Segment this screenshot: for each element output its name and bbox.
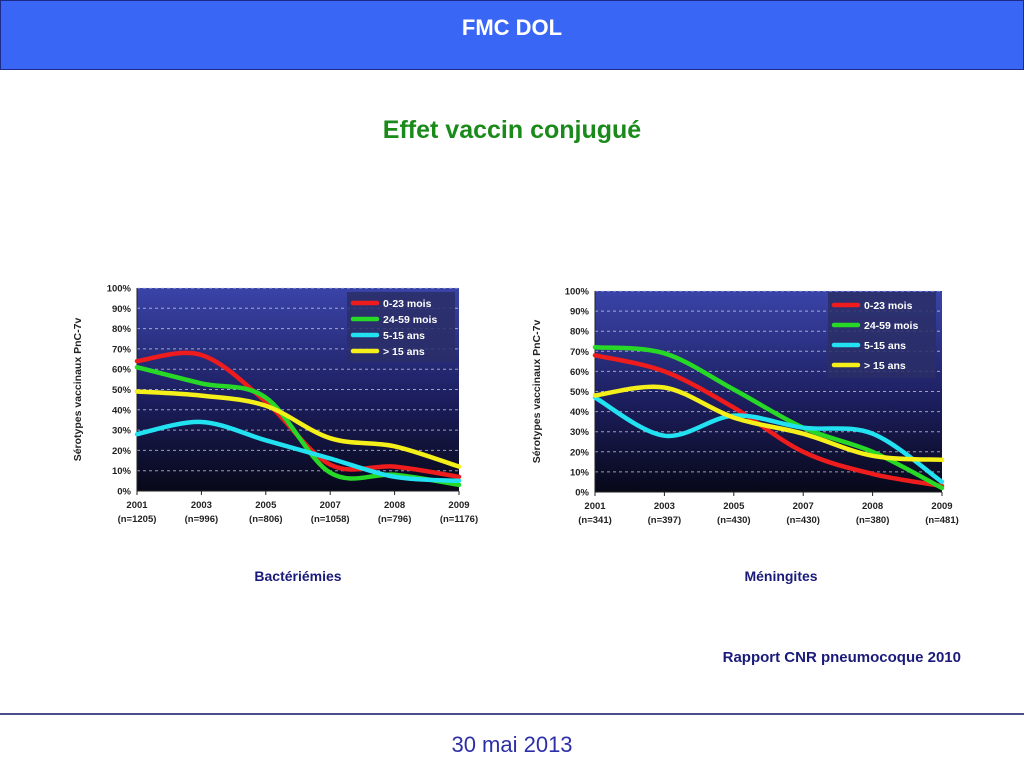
x-tick-label: 2009 <box>448 500 469 511</box>
legend-label: 24-59 mois <box>383 314 437 326</box>
x-tick-label: 2001 <box>584 501 606 512</box>
caption-bacteriemies: Bactériémies <box>254 568 342 584</box>
y-tick-label: 90% <box>570 307 590 318</box>
footer-date: 30 mai 2013 <box>451 732 573 757</box>
x-tick-sublabel: (n=397) <box>648 515 682 526</box>
legend-label: > 15 ans <box>383 346 425 358</box>
y-tick-label: 30% <box>570 427 590 438</box>
y-tick-label: 80% <box>112 324 132 335</box>
x-tick-label: 2001 <box>126 500 148 511</box>
y-tick-label: 10% <box>112 466 132 477</box>
y-axis-label: Sérotypes vaccinaux PnC-7v <box>72 318 84 462</box>
x-tick-sublabel: (n=806) <box>249 514 283 525</box>
x-tick-sublabel: (n=481) <box>925 515 959 526</box>
y-tick-label: 70% <box>570 347 590 358</box>
y-tick-label: 70% <box>112 344 132 355</box>
y-tick-label: 10% <box>570 467 590 478</box>
legend-label: 0-23 mois <box>864 300 913 312</box>
legend-label: > 15 ans <box>864 360 906 372</box>
series-line-2 <box>134 419 462 484</box>
x-tick-sublabel: (n=1058) <box>311 514 350 525</box>
x-tick-label: 2009 <box>931 501 952 512</box>
x-tick-label: 2007 <box>793 501 814 512</box>
legend-label: 0-23 mois <box>383 298 432 310</box>
y-tick-label: 90% <box>112 304 132 315</box>
y-tick-label: 80% <box>570 327 590 338</box>
series-line-0 <box>592 353 945 489</box>
x-tick-sublabel: (n=380) <box>856 515 890 526</box>
caption-meningites: Méningites <box>744 568 818 584</box>
y-tick-label: 50% <box>112 385 132 396</box>
x-tick-label: 2008 <box>862 501 883 512</box>
series-line-3 <box>592 384 945 463</box>
legend-label: 24-59 mois <box>864 320 918 332</box>
y-tick-label: 0% <box>575 488 589 499</box>
y-tick-label: 30% <box>112 426 132 437</box>
y-tick-label: 40% <box>570 407 590 418</box>
x-tick-label: 2003 <box>654 501 675 512</box>
legend-label: 5-15 ans <box>864 340 906 352</box>
series-line-2 <box>592 395 945 485</box>
source-note: Rapport CNR pneumocoque 2010 <box>722 649 961 666</box>
x-tick-label: 2005 <box>255 500 277 511</box>
x-tick-sublabel: (n=341) <box>578 515 612 526</box>
y-tick-label: 50% <box>570 387 590 398</box>
y-tick-label: 60% <box>112 365 132 376</box>
y-tick-label: 100% <box>107 284 132 295</box>
slide-title: Effet vaccin conjugué <box>382 116 642 144</box>
y-axis-label: Sérotypes vaccinaux PnC-7v <box>531 320 543 464</box>
chart-meningites: 0% 10% 20% 30% 40% 50% 60% 70% 80% 90% 100% 2001 (n=… <box>524 280 964 538</box>
x-tick-sublabel: (n=430) <box>786 515 820 526</box>
series-line-3 <box>134 389 462 469</box>
x-tick-sublabel: (n=1176) <box>440 514 478 525</box>
x-tick-sublabel: (n=996) <box>185 514 219 525</box>
chart-svg: 0% 10% 20% 30% 40% 50% 60% 70% 80% 90% 100% 2001 (n=… <box>531 287 959 527</box>
x-tick-sublabel: (n=796) <box>378 514 412 525</box>
chart-svg: 0% 10% 20% 30% 40% 50% 60% 70% 80% 90% 100% 2001 (n=… <box>72 284 478 526</box>
x-tick-sublabel: (n=1205) <box>118 514 157 525</box>
y-tick-label: 20% <box>570 447 590 458</box>
x-tick-label: 2005 <box>723 501 745 512</box>
x-tick-label: 2007 <box>320 500 341 511</box>
chart-bacteriemies: 0% 10% 20% 30% 40% 50% 60% 70% 80% 90% 100% 2001 (n=… <box>65 278 485 538</box>
x-tick-sublabel: (n=430) <box>717 515 751 526</box>
footer-divider <box>0 713 1024 715</box>
x-tick-label: 2008 <box>384 500 405 511</box>
slide-header: FMC DOL <box>0 0 1024 70</box>
y-tick-label: 20% <box>112 446 132 457</box>
header-title: FMC DOL <box>461 15 563 40</box>
x-tick-label: 2003 <box>191 500 212 511</box>
y-tick-label: 100% <box>565 287 590 298</box>
y-tick-label: 40% <box>112 405 132 416</box>
y-tick-label: 0% <box>117 487 131 498</box>
y-tick-label: 60% <box>570 367 590 378</box>
legend-label: 5-15 ans <box>383 330 425 342</box>
